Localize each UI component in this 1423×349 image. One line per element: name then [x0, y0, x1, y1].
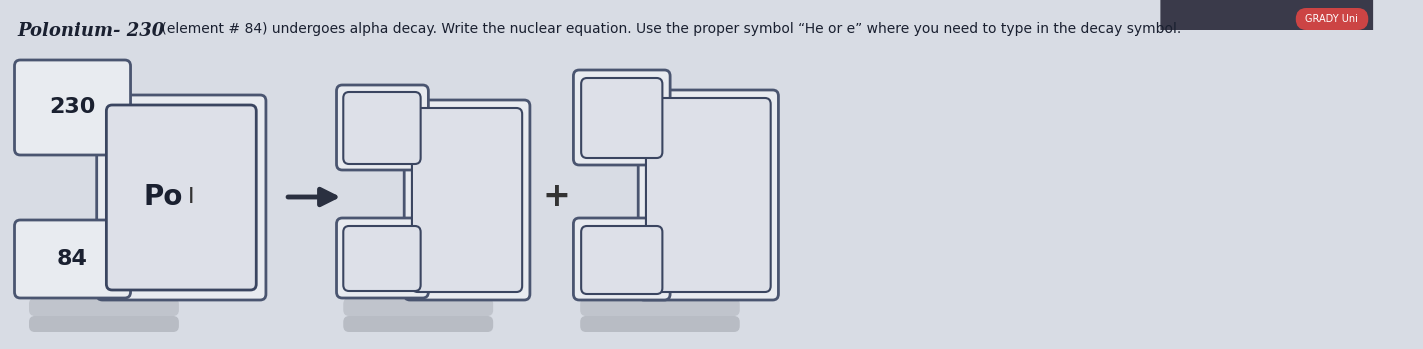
FancyBboxPatch shape	[646, 98, 771, 292]
FancyBboxPatch shape	[14, 60, 131, 155]
FancyBboxPatch shape	[336, 85, 428, 170]
FancyBboxPatch shape	[28, 316, 179, 332]
FancyBboxPatch shape	[107, 105, 256, 290]
FancyBboxPatch shape	[343, 316, 494, 332]
FancyBboxPatch shape	[404, 100, 529, 300]
Text: GRADY Uni: GRADY Uni	[1305, 14, 1358, 24]
FancyBboxPatch shape	[573, 70, 670, 165]
Text: Po: Po	[144, 183, 182, 211]
FancyBboxPatch shape	[343, 226, 421, 291]
FancyBboxPatch shape	[1296, 8, 1369, 30]
Text: Polonium- 230: Polonium- 230	[17, 22, 165, 40]
FancyBboxPatch shape	[97, 95, 266, 300]
FancyBboxPatch shape	[581, 78, 662, 158]
FancyBboxPatch shape	[1160, 0, 1373, 30]
FancyBboxPatch shape	[638, 90, 778, 300]
FancyBboxPatch shape	[581, 298, 740, 316]
FancyBboxPatch shape	[581, 316, 740, 332]
FancyBboxPatch shape	[411, 108, 522, 292]
FancyBboxPatch shape	[28, 298, 179, 316]
Text: 230: 230	[50, 97, 95, 117]
Text: (element # 84) undergoes alpha decay. Write the nuclear equation. Use the proper: (element # 84) undergoes alpha decay. Wr…	[157, 22, 1181, 36]
FancyBboxPatch shape	[343, 92, 421, 164]
Text: I: I	[188, 187, 195, 207]
FancyBboxPatch shape	[14, 220, 131, 298]
Text: +: +	[542, 180, 571, 214]
FancyBboxPatch shape	[336, 218, 428, 298]
FancyBboxPatch shape	[573, 218, 670, 300]
FancyBboxPatch shape	[343, 298, 494, 316]
FancyBboxPatch shape	[581, 226, 662, 294]
Text: 84: 84	[57, 249, 88, 269]
